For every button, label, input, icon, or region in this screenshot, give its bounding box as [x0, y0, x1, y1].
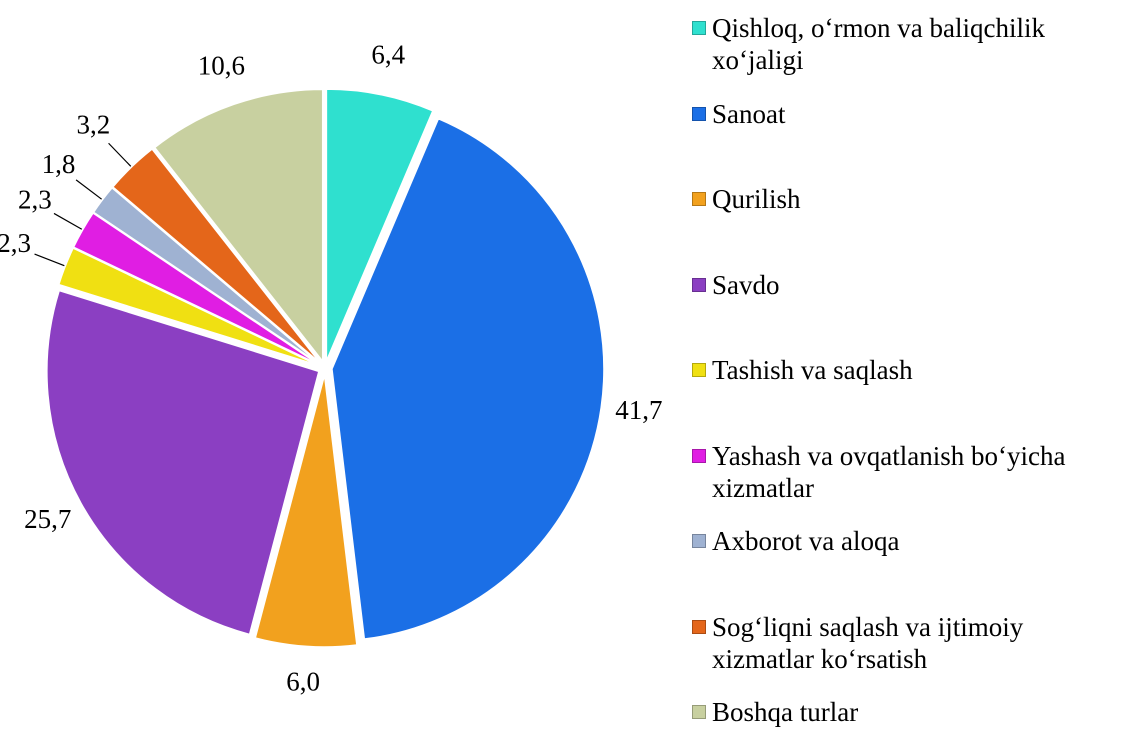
data-label: 2,3	[18, 185, 52, 215]
leader-line	[53, 212, 83, 230]
pie-slice	[46, 289, 320, 636]
data-label: 6,0	[286, 666, 320, 696]
data-label: 25,7	[24, 504, 71, 534]
legend-label: Savdo	[712, 269, 780, 300]
pie-slice	[331, 117, 605, 640]
legend-label: Boshqa turlar	[712, 697, 859, 727]
legend-label: Sanoat	[712, 98, 786, 129]
data-label: 6,4	[371, 40, 405, 70]
legend-label: Qurilish	[712, 184, 801, 214]
legend-swatch	[692, 21, 706, 35]
leader-line	[75, 179, 102, 200]
data-label: 41,7	[615, 395, 662, 425]
legend-swatch	[692, 619, 706, 634]
legend-swatch	[692, 106, 706, 121]
legend-item: Boshqa turlar	[692, 696, 1122, 728]
leader-line	[34, 253, 65, 267]
legend-item: Sog‘liqni saqlash va ijtimoiy xizmatlar …	[692, 611, 1122, 675]
legend-swatch	[692, 192, 706, 206]
legend-label: Tashish va saqlash	[712, 355, 913, 385]
legend-item: Savdo	[692, 269, 1122, 301]
legend-swatch	[692, 705, 706, 719]
legend-swatch	[692, 363, 706, 377]
data-label: 3,2	[76, 110, 110, 140]
legend-label: Yashash va ovqatlanish bo‘yicha xizmatla…	[712, 440, 1066, 503]
pie-slice	[72, 212, 320, 366]
pie-slice	[57, 247, 319, 367]
data-label: 1,8	[42, 149, 76, 179]
pie-slice	[325, 88, 434, 362]
legend-item: Qishloq, o‘rmon va baliqchilik xo‘jaligi	[692, 12, 1122, 76]
data-label: 2,3	[0, 228, 31, 258]
leader-line	[108, 142, 132, 167]
legend-item: Yashash va ovqatlanish bo‘yicha xizmatla…	[692, 440, 1122, 504]
pie-slice	[153, 88, 324, 364]
legend-item: Axborot va aloqa	[692, 525, 1122, 557]
legend-swatch	[692, 277, 706, 292]
legend-item: Sanoat	[692, 98, 1122, 130]
pie-slice	[111, 148, 321, 364]
data-label: 10,6	[198, 51, 245, 81]
legend-label: Sog‘liqni saqlash va ijtimoiy xizmatlar …	[712, 611, 1024, 674]
legend-swatch	[692, 534, 706, 548]
legend-item: Qurilish	[692, 183, 1122, 215]
legend-label: Qishloq, o‘rmon va baliqchilik xo‘jaligi	[712, 13, 1045, 75]
legend-swatch	[692, 448, 706, 463]
pie-slice	[92, 186, 320, 365]
legend-item: Tashish va saqlash	[692, 354, 1122, 386]
pie-slice	[254, 374, 358, 648]
legend-label: Axborot va aloqa	[712, 526, 900, 556]
